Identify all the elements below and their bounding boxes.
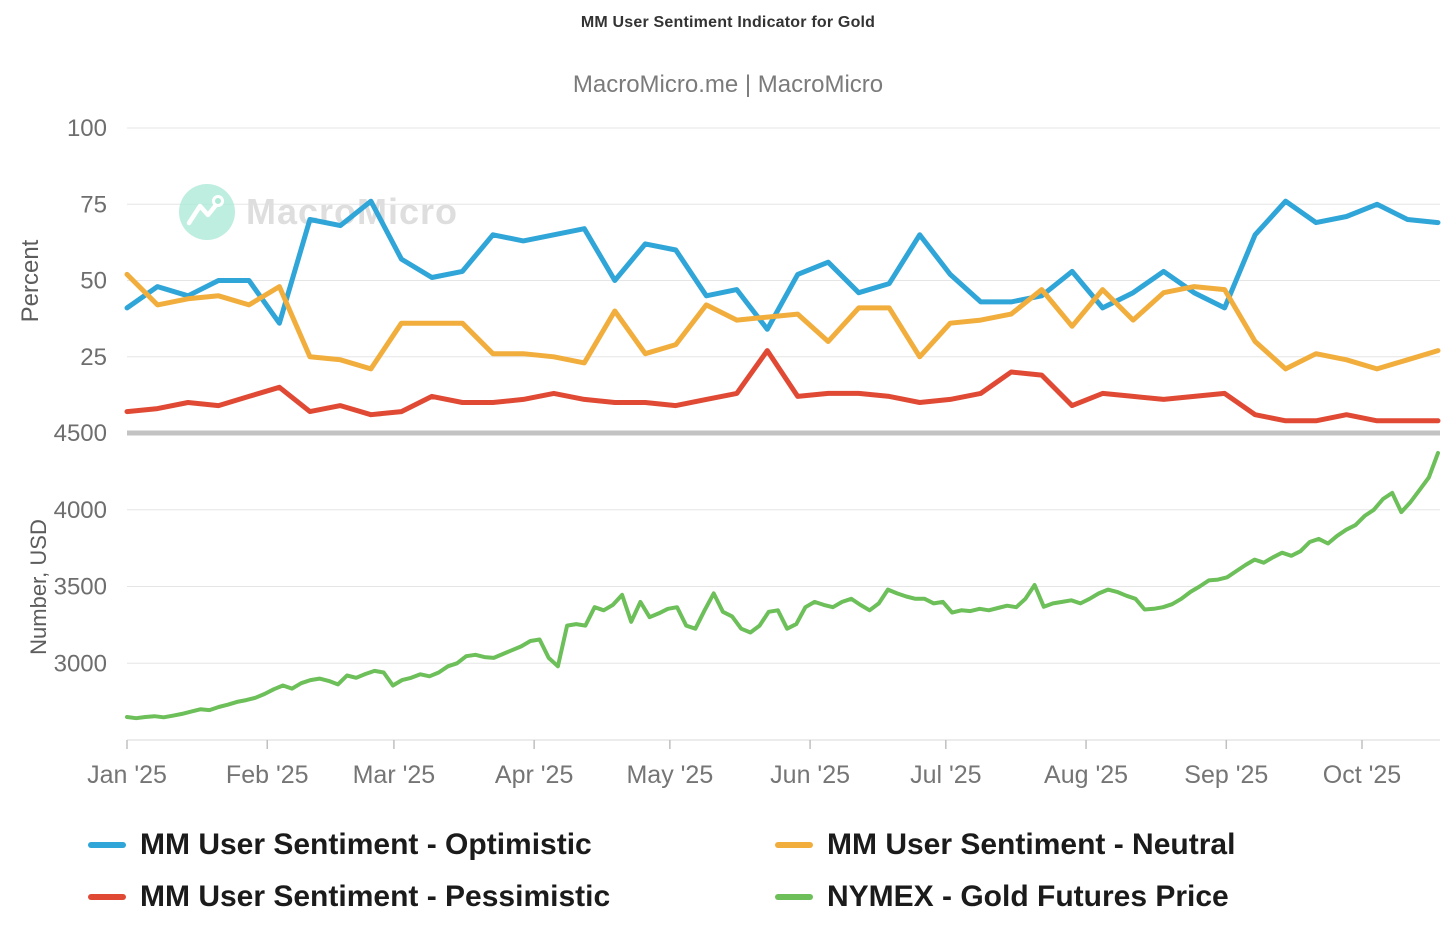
legend-item-neutral[interactable]: MM User Sentiment - Neutral [775, 820, 1235, 870]
legend-label: NYMEX - Gold Futures Price [827, 880, 1229, 913]
usd-tick-label: 3500 [54, 574, 107, 601]
pessimistic-swatch-icon [88, 894, 126, 900]
legend-item-optimistic[interactable]: MM User Sentiment - Optimistic [88, 820, 775, 870]
gold-futures-swatch-icon [775, 894, 813, 900]
percent-tick-label: 50 [80, 268, 107, 295]
neutral-line [124, 271, 1441, 372]
usd-tick-label: 4000 [54, 497, 107, 524]
usd-axis-title: Number, USD [26, 519, 51, 655]
legend-item-pessimistic[interactable]: MM User Sentiment - Pessimistic [88, 872, 775, 922]
optimistic-swatch-icon [88, 842, 126, 848]
chart-title: MM User Sentiment Indicator for Gold [580, 14, 876, 31]
x-axis-label: May '25 [626, 761, 713, 789]
x-axis-label: Jun '25 [770, 761, 850, 789]
percent-tick-label: 100 [67, 115, 107, 142]
macromicro-logo-icon [179, 184, 235, 240]
x-axis-label: Oct '25 [1323, 761, 1401, 789]
legend: MM User Sentiment - Optimistic MM User S… [88, 820, 1235, 922]
legend-item-gold-futures[interactable]: NYMEX - Gold Futures Price [775, 872, 1235, 922]
x-axis-label: Aug '25 [1044, 761, 1128, 789]
x-axis-label: Mar '25 [353, 761, 436, 789]
neutral-swatch-icon [775, 842, 813, 848]
percent-tick-label: 25 [80, 344, 107, 371]
optimistic-line [124, 198, 1441, 332]
x-axis-label: Sep '25 [1184, 761, 1268, 789]
pessimistic-line [124, 348, 1441, 424]
legend-label: MM User Sentiment - Pessimistic [140, 880, 611, 913]
legend-label: MM User Sentiment - Neutral [827, 828, 1236, 861]
watermark: MacroMicro [178, 183, 458, 241]
usd-tick-label: 4500 [54, 420, 107, 447]
percent-tick-label: 75 [80, 191, 107, 218]
percent-axis-title: Percent [17, 239, 44, 322]
x-axis-label: Apr '25 [495, 761, 573, 789]
chart-subtitle: MacroMicro.me | MacroMicro [572, 71, 884, 98]
legend-label: MM User Sentiment - Optimistic [140, 828, 592, 861]
gold-futures-line [125, 451, 1440, 721]
x-axis-label: Jan '25 [87, 761, 167, 789]
x-axis-label: Jul '25 [910, 761, 981, 789]
usd-tick-label: 3000 [54, 650, 107, 677]
x-axis-label: Feb '25 [226, 761, 309, 789]
watermark-text: MacroMicro [246, 191, 459, 232]
